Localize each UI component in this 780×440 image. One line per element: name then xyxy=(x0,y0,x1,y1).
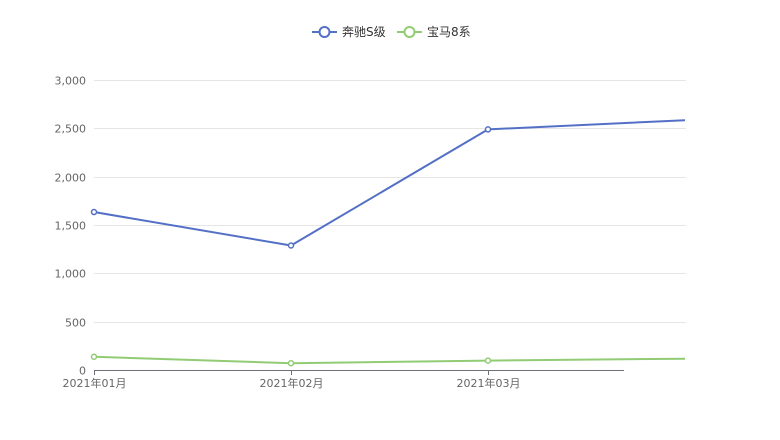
data-point[interactable] xyxy=(287,242,295,249)
y-tick-label: 500 xyxy=(65,317,86,330)
series-line xyxy=(93,119,686,247)
series-line xyxy=(93,355,686,365)
y-tick-label: 3,000 xyxy=(55,75,87,88)
legend-label: 奔驰S级 xyxy=(342,25,386,39)
chart-series xyxy=(90,119,686,367)
data-point[interactable] xyxy=(90,208,98,216)
y-tick-label: 1,500 xyxy=(55,220,87,233)
series-2 xyxy=(90,353,686,367)
data-point[interactable] xyxy=(90,353,98,361)
legend-marker xyxy=(403,26,416,38)
chart-legend[interactable]: 奔驰S级 宝马8系 xyxy=(312,25,471,39)
x-tick-label: 2021年01月 xyxy=(63,376,127,390)
y-tick-label: 2,500 xyxy=(55,123,87,136)
y-tick-label: 1,000 xyxy=(55,268,87,281)
legend-item[interactable]: 宝马8系 xyxy=(397,25,471,39)
y-tick-label: 2,000 xyxy=(55,172,87,185)
x-tick-label: 2021年02月 xyxy=(260,376,324,390)
x-tick-label: 2021年03月 xyxy=(457,376,521,390)
series-1 xyxy=(90,119,686,249)
legend-item[interactable]: 奔驰S级 xyxy=(312,25,386,39)
y-tick-label: 0 xyxy=(79,365,86,378)
legend-label: 宝马8系 xyxy=(427,25,471,39)
chart-axes: 0 500 1,000 1,500 2,000 2,500 3,000 2021年01月 202… xyxy=(55,75,624,390)
data-point[interactable] xyxy=(484,126,492,133)
data-point[interactable] xyxy=(484,357,492,364)
legend-marker xyxy=(318,26,331,38)
chart-grid xyxy=(94,80,686,323)
data-point[interactable] xyxy=(287,359,295,367)
